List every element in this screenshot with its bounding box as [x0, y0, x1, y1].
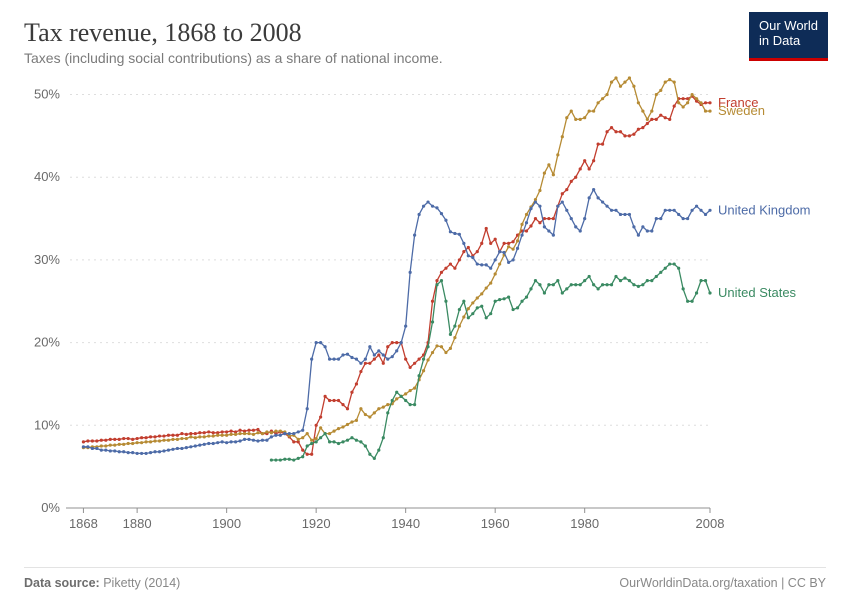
svg-text:1960: 1960	[481, 516, 510, 531]
svg-text:2008: 2008	[696, 516, 725, 531]
svg-text:United States: United States	[718, 285, 797, 300]
svg-text:1920: 1920	[302, 516, 331, 531]
svg-text:Sweden: Sweden	[718, 103, 765, 118]
svg-text:1880: 1880	[123, 516, 152, 531]
owid-logo: Our World in Data	[749, 12, 828, 61]
page: Our World in Data Tax revenue, 1868 to 2…	[0, 0, 850, 600]
chart-title: Tax revenue, 1868 to 2008	[24, 18, 826, 48]
svg-text:1980: 1980	[570, 516, 599, 531]
data-source-value: Piketty (2014)	[103, 576, 180, 590]
logo-line2: in Data	[759, 33, 800, 48]
logo-line1: Our World	[759, 18, 818, 33]
svg-text:40%: 40%	[34, 169, 60, 184]
line-chart: 0% 10% 20% 30% 40% 50% 1868 1880 1900 1920 1940 196…	[24, 72, 826, 542]
svg-text:30%: 30%	[34, 252, 60, 267]
svg-text:20%: 20%	[34, 335, 60, 350]
data-source-label: Data source:	[24, 576, 100, 590]
svg-text:1868: 1868	[69, 516, 98, 531]
chart-subtitle: Taxes (including social contributions) a…	[24, 50, 826, 66]
svg-text:10%: 10%	[34, 417, 60, 432]
svg-text:United Kingdom: United Kingdom	[718, 202, 811, 217]
svg-text:1940: 1940	[391, 516, 420, 531]
svg-text:50%: 50%	[34, 87, 60, 102]
svg-text:0%: 0%	[41, 500, 60, 515]
footer: Data source: Piketty (2014) OurWorldinDa…	[24, 567, 826, 590]
data-source: Data source: Piketty (2014)	[24, 576, 180, 590]
attribution: OurWorldinData.org/taxation | CC BY	[619, 576, 826, 590]
chart-area: 0% 10% 20% 30% 40% 50% 1868 1880 1900 1920 1940 196…	[24, 72, 826, 542]
svg-text:1900: 1900	[212, 516, 241, 531]
